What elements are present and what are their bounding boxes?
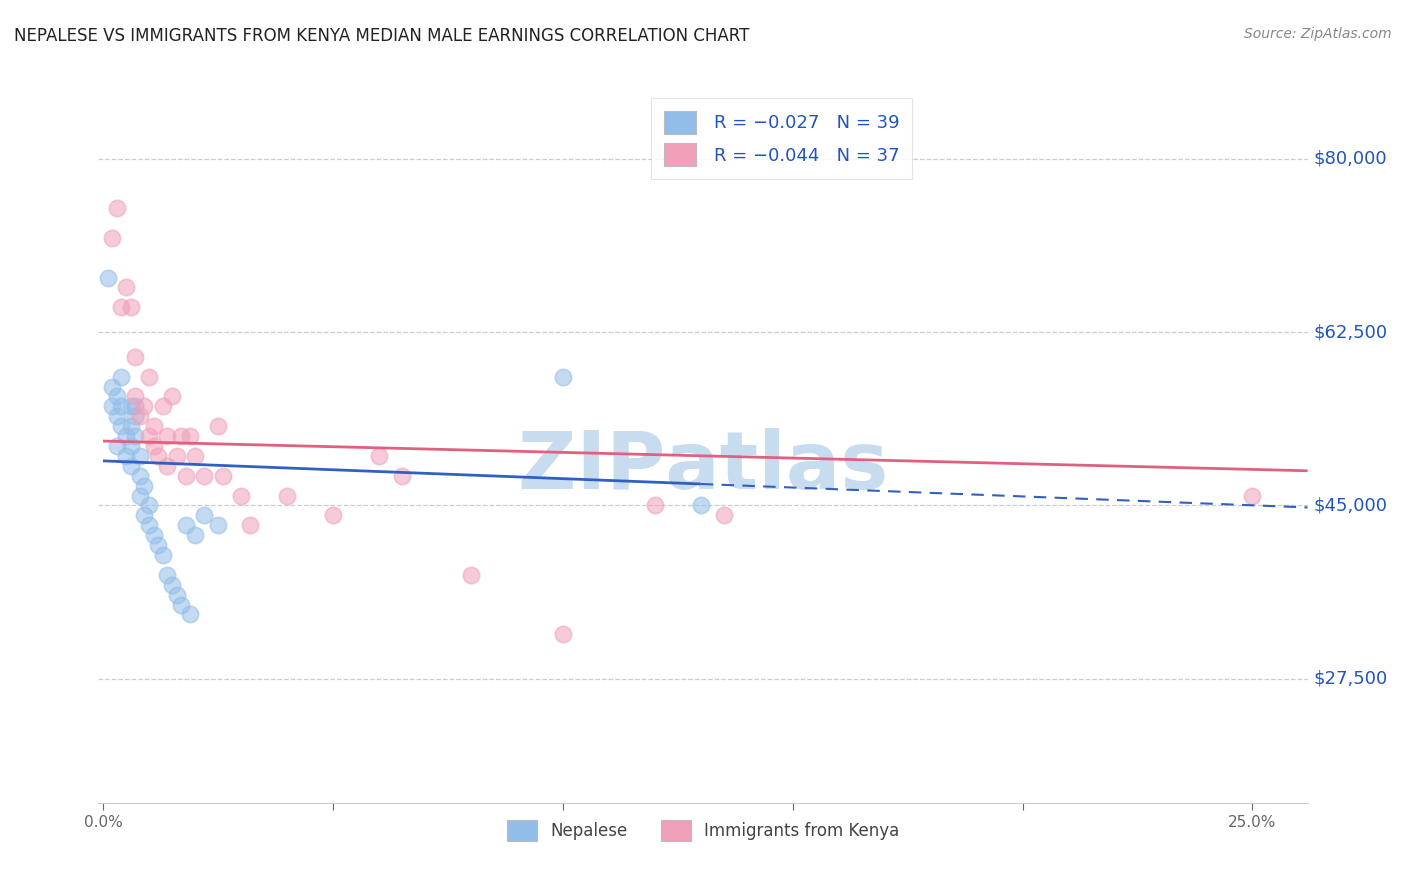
Point	[179, 607, 201, 622]
Point	[152, 400, 174, 414]
Point	[115, 429, 138, 443]
Point	[138, 369, 160, 384]
Text: Source: ZipAtlas.com: Source: ZipAtlas.com	[1244, 27, 1392, 41]
Point	[156, 458, 179, 473]
Point	[105, 439, 128, 453]
Point	[148, 449, 170, 463]
Point	[128, 468, 150, 483]
Point	[160, 389, 183, 403]
Point	[124, 389, 146, 403]
Point	[174, 468, 197, 483]
Point	[229, 489, 252, 503]
Point	[128, 449, 150, 463]
Point	[193, 468, 215, 483]
Point	[97, 270, 120, 285]
Point	[120, 400, 142, 414]
Point	[193, 508, 215, 523]
Legend: Nepalese, Immigrants from Kenya: Nepalese, Immigrants from Kenya	[501, 814, 905, 848]
Text: $45,000: $45,000	[1313, 497, 1388, 515]
Point	[142, 439, 165, 453]
Point	[128, 409, 150, 424]
Point	[322, 508, 344, 523]
Point	[152, 548, 174, 562]
Point	[689, 499, 711, 513]
Point	[367, 449, 389, 463]
Point	[460, 567, 482, 582]
Text: ZIP​atlas: ZIP​atlas	[517, 428, 889, 507]
Point	[128, 489, 150, 503]
Point	[101, 379, 124, 393]
Point	[115, 280, 138, 294]
Point	[101, 400, 124, 414]
Point	[115, 449, 138, 463]
Point	[174, 518, 197, 533]
Point	[110, 369, 132, 384]
Point	[184, 449, 207, 463]
Point	[110, 400, 132, 414]
Point	[138, 499, 160, 513]
Text: $80,000: $80,000	[1313, 150, 1388, 168]
Point	[170, 598, 193, 612]
Point	[124, 350, 146, 364]
Point	[105, 201, 128, 215]
Point	[551, 627, 574, 641]
Point	[110, 419, 132, 434]
Point	[134, 478, 156, 492]
Point	[120, 439, 142, 453]
Point	[1241, 489, 1264, 503]
Point	[166, 449, 188, 463]
Point	[138, 429, 160, 443]
Point	[110, 300, 132, 314]
Text: $62,500: $62,500	[1313, 323, 1388, 341]
Point	[179, 429, 201, 443]
Point	[166, 588, 188, 602]
Text: NEPALESE VS IMMIGRANTS FROM KENYA MEDIAN MALE EARNINGS CORRELATION CHART: NEPALESE VS IMMIGRANTS FROM KENYA MEDIAN…	[14, 27, 749, 45]
Point	[124, 400, 146, 414]
Point	[160, 578, 183, 592]
Point	[391, 468, 413, 483]
Point	[134, 508, 156, 523]
Point	[276, 489, 298, 503]
Point	[120, 300, 142, 314]
Point	[148, 538, 170, 552]
Point	[713, 508, 735, 523]
Point	[124, 409, 146, 424]
Point	[105, 389, 128, 403]
Point	[142, 419, 165, 434]
Point	[124, 429, 146, 443]
Point	[156, 567, 179, 582]
Point	[211, 468, 233, 483]
Point	[156, 429, 179, 443]
Point	[120, 419, 142, 434]
Point	[239, 518, 262, 533]
Point	[105, 409, 128, 424]
Text: $27,500: $27,500	[1313, 670, 1388, 688]
Point	[101, 231, 124, 245]
Point	[551, 369, 574, 384]
Point	[207, 518, 229, 533]
Point	[170, 429, 193, 443]
Point	[644, 499, 666, 513]
Point	[134, 400, 156, 414]
Point	[142, 528, 165, 542]
Point	[207, 419, 229, 434]
Point	[120, 458, 142, 473]
Point	[184, 528, 207, 542]
Point	[138, 518, 160, 533]
